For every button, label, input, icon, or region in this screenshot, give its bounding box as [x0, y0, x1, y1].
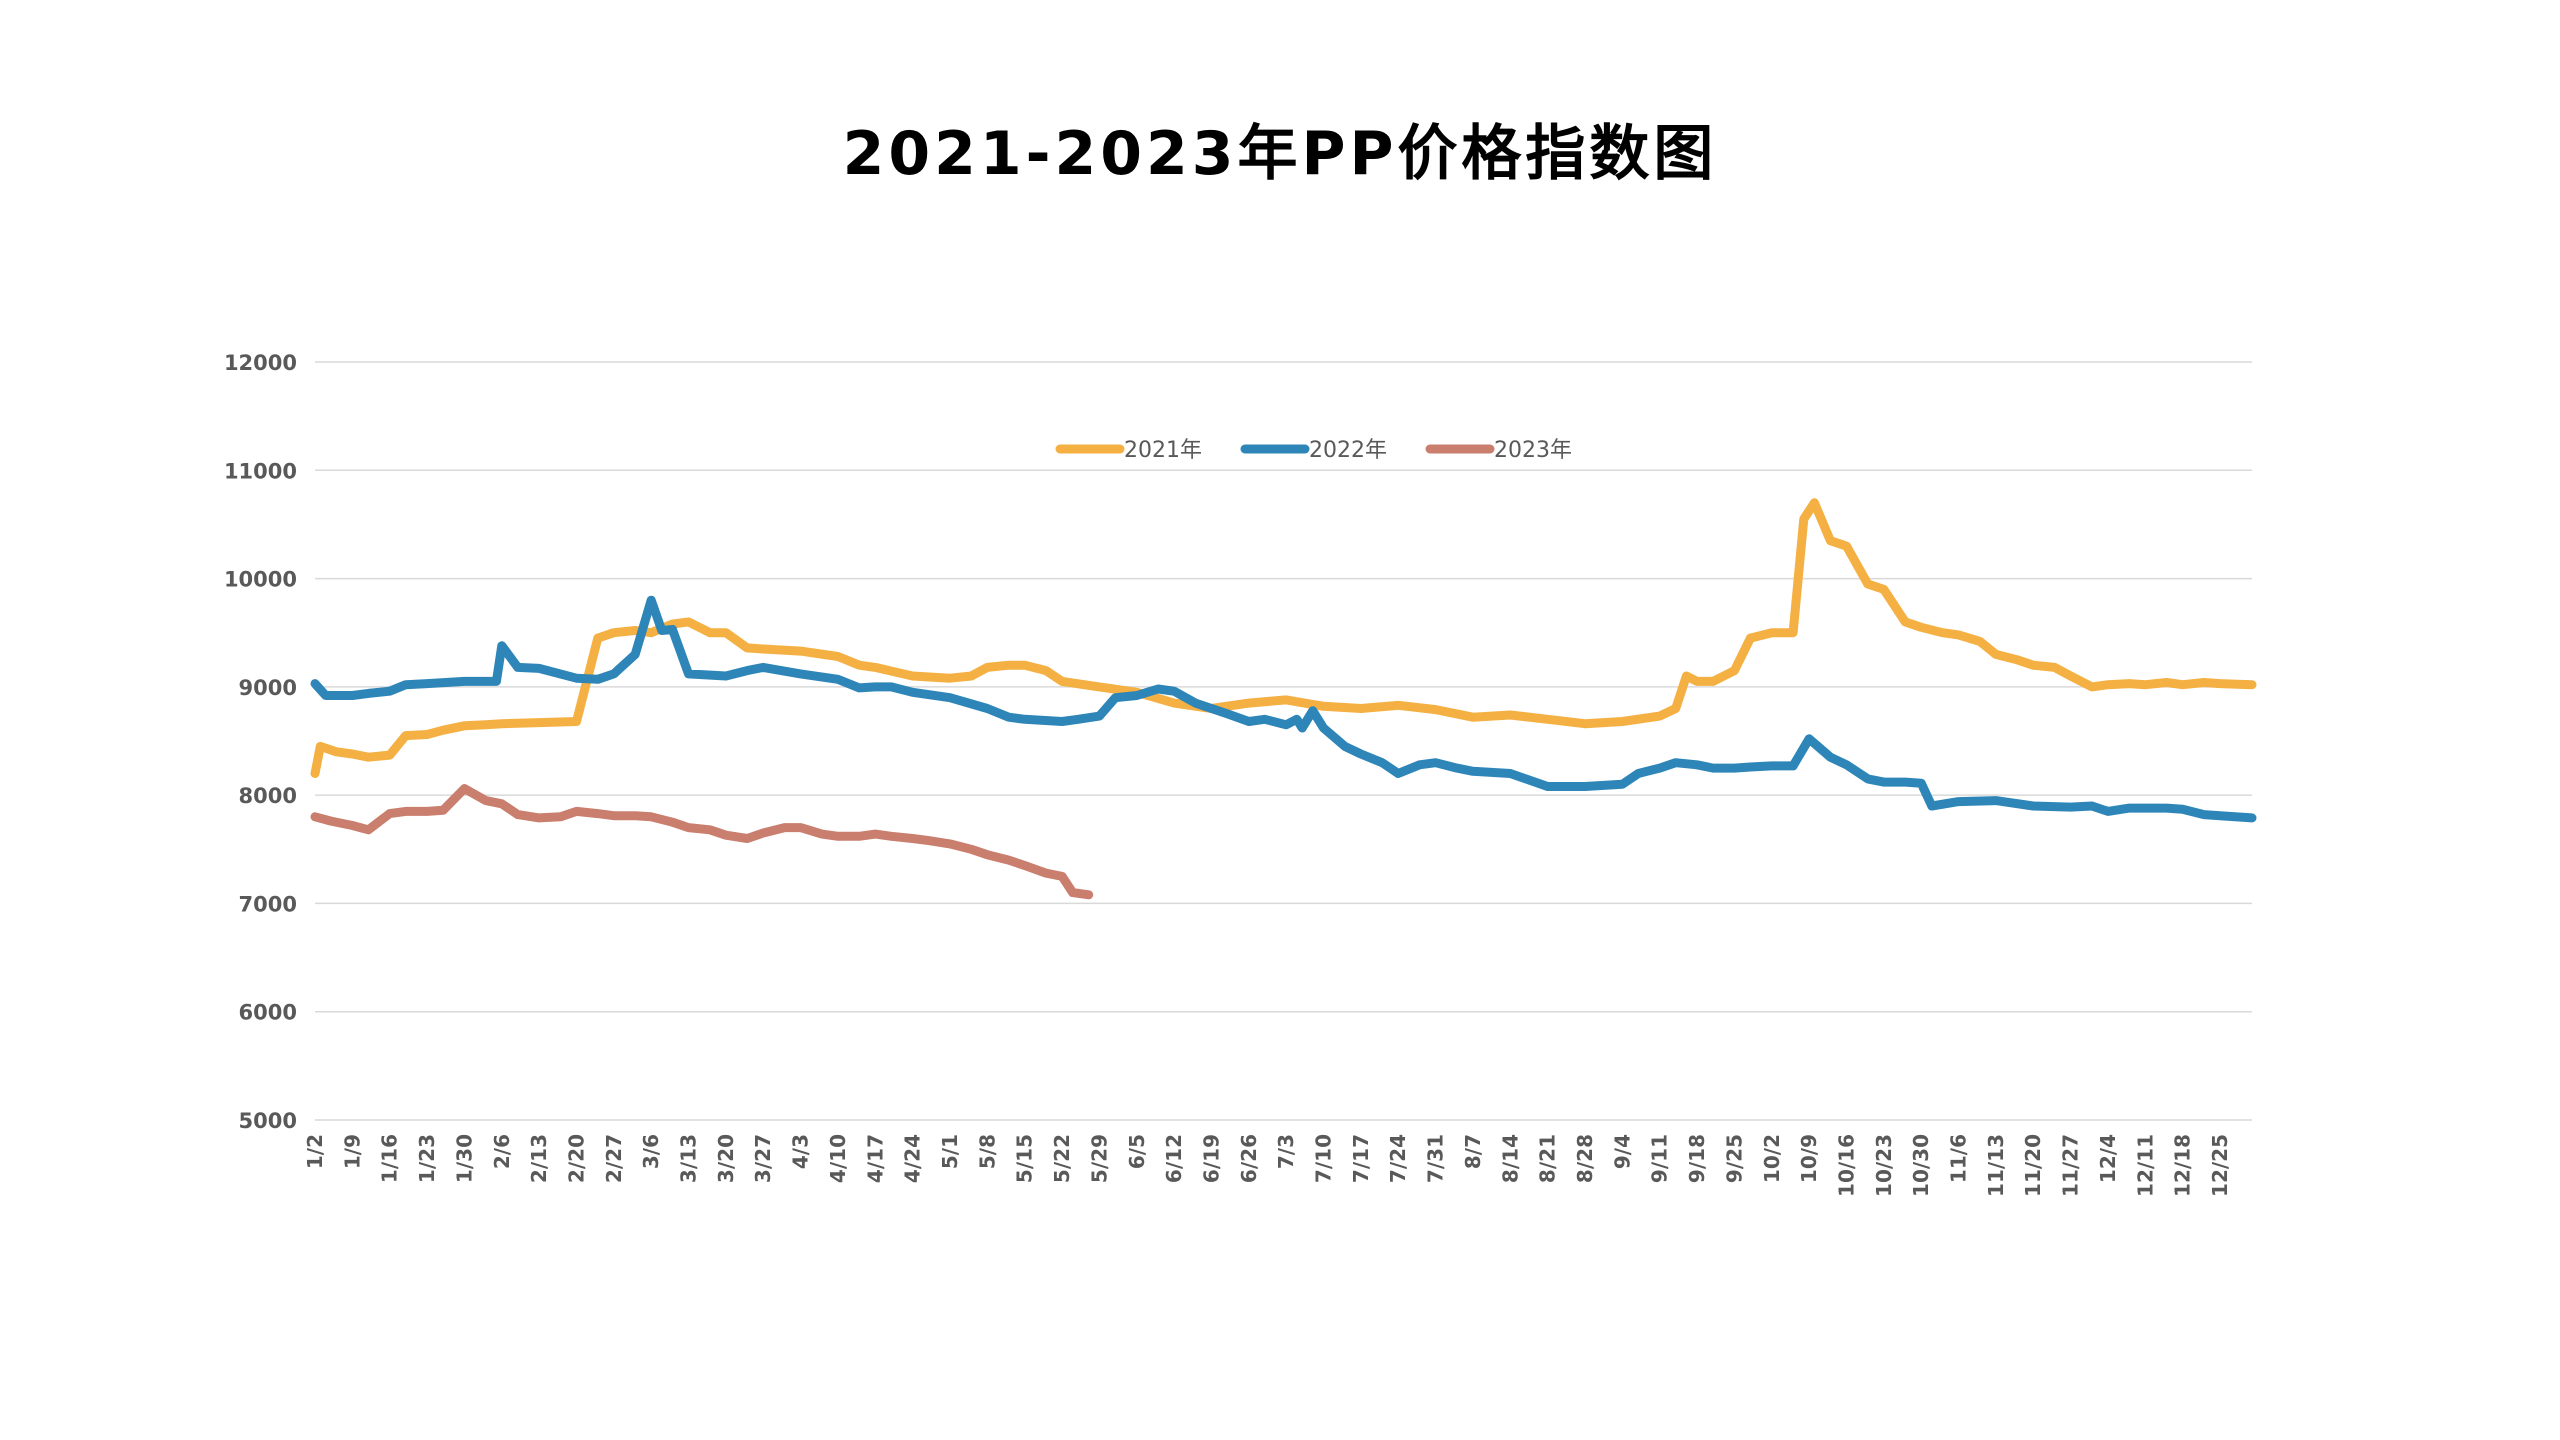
x-tick-label: 2/13 [527, 1134, 551, 1183]
y-tick-label: 7000 [239, 892, 297, 916]
y-tick-label: 9000 [239, 676, 297, 700]
y-tick-label: 11000 [224, 459, 297, 483]
legend-label: 2023年 [1494, 438, 1572, 463]
x-tick-label: 7/3 [1274, 1134, 1298, 1169]
x-tick-label: 12/25 [2208, 1134, 2232, 1197]
x-tick-label: 12/4 [2096, 1134, 2120, 1183]
x-tick-label: 7/10 [1312, 1134, 1336, 1183]
x-tick-label: 3/13 [677, 1134, 701, 1183]
x-tick-label: 10/30 [1909, 1134, 1933, 1197]
x-tick-label: 11/6 [1947, 1134, 1971, 1183]
x-tick-label: 12/11 [2133, 1134, 2157, 1197]
x-tick-label: 8/28 [1573, 1134, 1597, 1183]
x-tick-label: 7/17 [1349, 1134, 1373, 1183]
x-tick-label: 1/2 [303, 1134, 327, 1169]
chart-title: 2021-2023年PP价格指数图 [842, 119, 1718, 189]
x-tick-label: 1/9 [340, 1134, 364, 1169]
series-line-1 [310, 498, 2257, 778]
y-tick-label: 10000 [224, 568, 297, 592]
x-tick-label: 9/25 [1722, 1134, 1746, 1183]
x-tick-label: 9/18 [1685, 1134, 1709, 1183]
x-tick-label: 6/12 [1162, 1134, 1186, 1183]
x-tick-label: 5/1 [938, 1134, 962, 1169]
x-tick-label: 3/6 [639, 1134, 663, 1169]
x-tick-label: 3/20 [714, 1134, 738, 1183]
gridlines [315, 361, 2252, 1121]
x-tick-label: 8/7 [1461, 1134, 1485, 1169]
x-tick-label: 2/27 [602, 1134, 626, 1183]
x-tick-label: 11/20 [2021, 1134, 2045, 1197]
x-tick-label: 7/31 [1424, 1134, 1448, 1183]
x-tick-label: 10/23 [1872, 1134, 1896, 1197]
legend: 2021年 2022年 2023年 [1055, 438, 1572, 463]
x-tick-label: 8/21 [1536, 1134, 1560, 1183]
x-tick-label: 1/23 [415, 1134, 439, 1183]
legend-label: 2021年 [1124, 438, 1202, 463]
x-tick-label: 10/2 [1760, 1134, 1784, 1183]
x-tick-label: 4/3 [789, 1134, 813, 1169]
x-tick-label: 6/19 [1199, 1134, 1223, 1183]
x-axis-ticks: 1/2 1/9 1/16 1/23 1/30 2/6 2/13 2/20 2/27 3/6 3/13… [303, 1134, 2232, 1197]
x-tick-label: 4/17 [863, 1134, 887, 1183]
x-tick-label: 2/20 [564, 1134, 588, 1183]
x-tick-label: 5/29 [1087, 1134, 1111, 1183]
y-axis-ticks: 5000 6000 7000 8000 9000 10000 11000 12000 [224, 351, 297, 1133]
x-tick-label: 9/4 [1610, 1134, 1634, 1169]
y-tick-label: 6000 [239, 1001, 297, 1025]
y-tick-label: 8000 [239, 784, 297, 808]
x-tick-label: 10/9 [1797, 1134, 1821, 1183]
series-lines [310, 498, 2257, 900]
x-tick-label: 5/22 [1050, 1134, 1074, 1183]
x-tick-label: 7/24 [1386, 1134, 1410, 1183]
y-tick-label: 12000 [224, 351, 297, 375]
x-tick-label: 5/15 [1013, 1134, 1037, 1183]
x-tick-label: 3/27 [751, 1134, 775, 1183]
x-tick-label: 10/16 [1834, 1134, 1858, 1197]
x-tick-label: 11/27 [2059, 1134, 2083, 1197]
x-tick-label: 1/16 [378, 1134, 402, 1183]
x-tick-label: 4/24 [901, 1134, 925, 1183]
legend-label: 2022年 [1309, 438, 1387, 463]
x-tick-label: 8/14 [1498, 1134, 1522, 1183]
x-tick-label: 6/5 [1125, 1134, 1149, 1169]
x-tick-label: 4/10 [826, 1134, 850, 1183]
x-tick-label: 6/26 [1237, 1134, 1261, 1183]
y-tick-label: 5000 [239, 1109, 297, 1133]
x-tick-label: 9/11 [1648, 1134, 1672, 1183]
x-tick-label: 5/8 [975, 1134, 999, 1169]
x-tick-label: 12/18 [2171, 1134, 2195, 1197]
series-line-3 [310, 784, 1094, 900]
x-tick-label: 2/6 [490, 1134, 514, 1169]
x-tick-label: 1/30 [452, 1134, 476, 1183]
x-tick-label: 11/13 [1984, 1134, 2008, 1197]
series-line-2 [310, 595, 2257, 823]
